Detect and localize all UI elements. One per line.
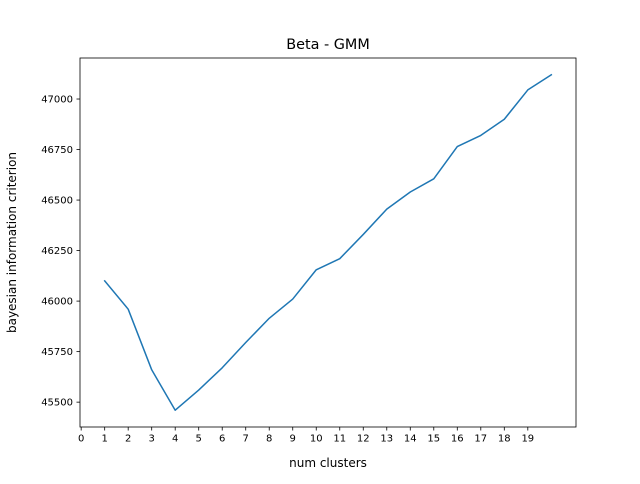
x-tick-label: 15 xyxy=(427,434,440,445)
y-tick-label: 45750 xyxy=(41,347,73,358)
x-tick-label: 18 xyxy=(498,434,511,445)
plot-frame xyxy=(80,58,576,427)
y-tick-label: 46750 xyxy=(41,145,73,156)
x-tick-label: 4 xyxy=(172,434,178,445)
y-axis-label: bayesian information criterion xyxy=(5,152,19,333)
x-tick-label: 9 xyxy=(290,434,296,445)
y-tick-label: 46000 xyxy=(41,297,73,308)
x-tick-label: 12 xyxy=(357,434,370,445)
x-tick-label: 13 xyxy=(380,434,393,445)
x-tick-label: 6 xyxy=(219,434,225,445)
x-tick-label: 17 xyxy=(474,434,487,445)
series-line xyxy=(105,75,552,410)
y-tick-label: 45500 xyxy=(41,398,73,409)
y-tick-label: 46250 xyxy=(41,246,73,257)
x-tick-label: 14 xyxy=(404,434,417,445)
y-tick-label: 47000 xyxy=(41,95,73,106)
y-tick-label: 46500 xyxy=(41,196,73,207)
x-tick-label: 10 xyxy=(310,434,323,445)
x-tick-label: 2 xyxy=(125,434,131,445)
x-tick-label: 16 xyxy=(451,434,464,445)
x-tick-label: 0 xyxy=(78,434,84,445)
x-tick-label: 1 xyxy=(101,434,107,445)
chart-title: Beta - GMM xyxy=(286,37,370,53)
x-tick-label: 11 xyxy=(333,434,346,445)
x-tick-label: 7 xyxy=(243,434,249,445)
x-tick-label: 5 xyxy=(196,434,202,445)
x-tick-label: 19 xyxy=(521,434,534,445)
series-layer xyxy=(105,75,552,410)
x-tick-label: 3 xyxy=(149,434,155,445)
y-axis-ticks: 45500 45750 46000 46250 46500 46750 47000 xyxy=(41,95,80,409)
x-axis-label: num clusters xyxy=(289,456,367,470)
x-tick-label: 8 xyxy=(266,434,272,445)
